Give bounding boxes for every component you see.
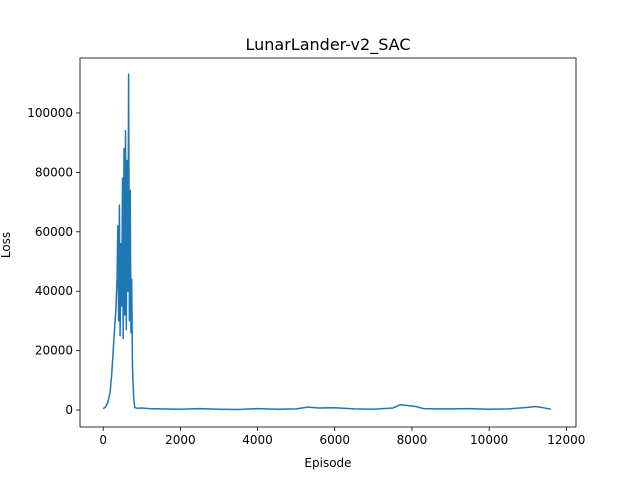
x-axis-ticks: 0 2000 4000 6000 8000 10000 12000: [99, 427, 585, 447]
y-axis-label: Loss: [0, 232, 13, 258]
y-tick-label: 0: [65, 403, 73, 417]
x-tick-label: 4000: [242, 433, 273, 447]
x-tick-label: 0: [99, 433, 107, 447]
y-tick-label: 20000: [35, 344, 73, 358]
x-tick-label: 2000: [165, 433, 196, 447]
x-tick-label: 12000: [547, 433, 585, 447]
chart-title: LunarLander-v2_SAC: [246, 35, 411, 55]
x-tick-label: 6000: [319, 433, 350, 447]
x-tick-label: 10000: [470, 433, 508, 447]
x-axis-label: Episode: [304, 456, 351, 470]
plot-frame: [79, 57, 577, 428]
y-tick-label: 80000: [35, 165, 73, 179]
y-tick-label: 60000: [35, 225, 73, 239]
x-tick-label: 8000: [397, 433, 428, 447]
y-tick-label: 40000: [35, 284, 73, 298]
loss-series-line: [102, 73, 552, 411]
y-tick-label: 100000: [27, 106, 73, 120]
series-layer: [102, 73, 552, 411]
y-axis-ticks: 0 20000 40000 60000 80000 100000: [27, 106, 80, 417]
plot-area: [79, 57, 577, 428]
